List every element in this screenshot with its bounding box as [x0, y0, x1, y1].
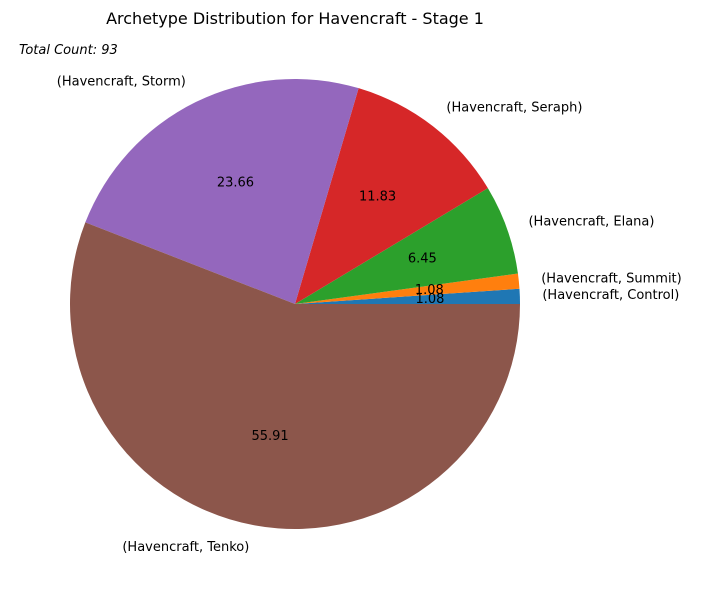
slice-percentage-havencraft-elana: 6.45 [408, 252, 437, 267]
total-count-annotation: Total Count: 93 [19, 43, 118, 58]
pie-slice-havencraft-tenko [70, 222, 520, 529]
pie-slice-havencraft-seraph [295, 88, 488, 305]
slice-percentage-havencraft-summit: 1.08 [415, 283, 444, 298]
pie-slice-havencraft-storm [85, 79, 359, 304]
chart-title: Archetype Distribution for Havencraft - … [106, 9, 484, 28]
pie-slices [70, 79, 520, 529]
pie-slice-havencraft-summit [295, 273, 520, 304]
slice-percentages: 1.081.08 6.45 11.83 23.66 55.91 [217, 175, 445, 444]
slice-percentage-havencraft-seraph: 11.83 [359, 190, 396, 205]
pie-slice-havencraft-control [295, 288, 520, 304]
slice-percentage-havencraft-tenko: 55.91 [251, 429, 288, 444]
slice-percentage-havencraft-control: 1.08 [415, 292, 444, 307]
slice-labels: (Havencraft, Control) (Havencraft, Summit… [57, 74, 682, 554]
slice-label-havencraft-control: (Havencraft, Control) [542, 288, 679, 303]
slice-label-havencraft-seraph: (Havencraft, Seraph) [446, 101, 582, 116]
slice-label-havencraft-elana: (Havencraft, Elana) [528, 214, 654, 229]
slice-percentage-havencraft-storm: 23.66 [217, 175, 254, 190]
slice-label-havencraft-summit: (Havencraft, Summit) [541, 271, 682, 286]
slice-label-havencraft-tenko: (Havencraft, Tenko) [122, 540, 249, 555]
slice-label-havencraft-storm: (Havencraft, Storm) [57, 74, 186, 89]
pie-slice-havencraft-elana [295, 188, 518, 304]
